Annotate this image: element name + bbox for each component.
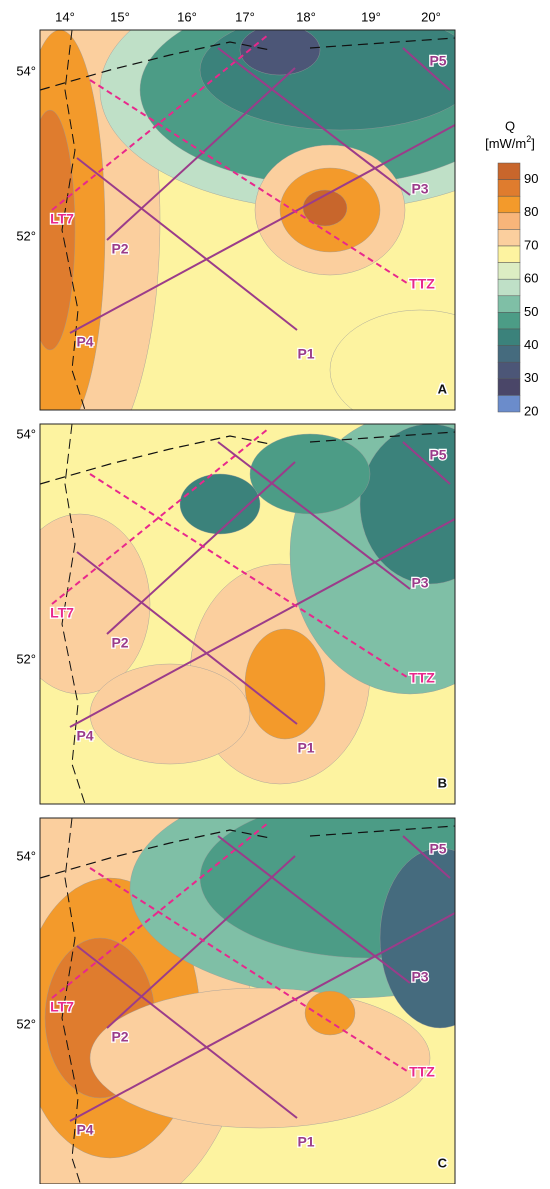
latitude-label: 52° [16, 228, 36, 243]
profile-label: P4 [76, 1122, 93, 1138]
profile-label: LT7 [50, 999, 74, 1015]
legend-unit-part: [mW/m [485, 136, 526, 151]
profile-label: P4 [76, 334, 93, 350]
heat-flow-contour [305, 991, 355, 1035]
profile-label: P5 [429, 53, 446, 69]
legend-swatch [498, 329, 520, 346]
panel-letter: A [438, 381, 448, 396]
heat-flow-contour [200, 10, 480, 130]
legend-swatch [498, 279, 520, 296]
legend-swatch [498, 395, 520, 412]
legend-swatch [498, 213, 520, 230]
legend-label: 40 [524, 337, 538, 352]
heat-flow-contour [245, 629, 325, 739]
heat-flow-contour [330, 310, 510, 430]
legend-label: 30 [524, 370, 538, 385]
latitude-label: 54° [16, 426, 36, 441]
longitude-label: 20° [421, 9, 441, 24]
profile-label: TTZ [409, 670, 435, 686]
latitude-label: 52° [16, 651, 36, 666]
panel-letter: B [438, 775, 447, 790]
latitude-label: 54° [16, 848, 36, 863]
profile-label: P3 [411, 969, 428, 985]
legend-swatch [498, 346, 520, 363]
profile-label: P5 [429, 447, 446, 463]
legend-swatch [498, 312, 520, 329]
legend-swatch [498, 246, 520, 263]
legend-swatch [498, 229, 520, 246]
heat-flow-contour [380, 848, 500, 1028]
profile-label: P2 [111, 241, 128, 257]
legend-label: 20 [524, 403, 538, 418]
profile-label: P5 [429, 841, 446, 857]
heat-flow-contour [250, 434, 370, 514]
profile-label: P4 [76, 728, 93, 744]
legend-swatch [498, 296, 520, 313]
profile-label: P3 [411, 181, 428, 197]
legend-label: 70 [524, 237, 538, 252]
profile-label: TTZ [409, 1064, 435, 1080]
longitude-label: 19° [361, 9, 381, 24]
legend-unit-part: ] [531, 136, 535, 151]
longitude-label: 16° [177, 9, 197, 24]
profile-label: LT7 [50, 605, 74, 621]
legend-label: 60 [524, 271, 538, 286]
profile-label: P1 [297, 1134, 314, 1150]
longitude-label: 17° [235, 9, 255, 24]
latitude-label: 52° [16, 1016, 36, 1031]
heat-flow-contour [90, 664, 250, 764]
legend-swatch [498, 196, 520, 213]
longitude-label: 15° [110, 9, 130, 24]
legend-unit: [mW/m2] [485, 134, 535, 151]
legend-label: 50 [524, 304, 538, 319]
figure: 14° 15° 16° 17° 18° 19° 20° LT7 P2 P4 P1 TTZ P3 P5 A 54… [0, 0, 550, 1184]
profile-label: P1 [297, 740, 314, 756]
legend-label: 80 [524, 204, 538, 219]
map-panel: LT7 P2 P4 P1 TTZ P3 P5 A [0, 0, 550, 480]
profile-label: TTZ [409, 276, 435, 292]
longitude-label: 14° [55, 9, 75, 24]
latitude-label: 54° [16, 63, 36, 78]
legend-swatch [498, 263, 520, 280]
profile-label: P2 [111, 635, 128, 651]
map-panel: LT7 P2 P4 P1 TTZ P3 P5 B [10, 414, 530, 804]
legend-swatch [498, 379, 520, 396]
heat-flow-contour [200, 798, 540, 958]
profile-label: P2 [111, 1029, 128, 1045]
map-panel: LT7 P2 P4 P1 TTZ P3 P5 C [0, 778, 550, 1184]
profile-label: P1 [297, 346, 314, 362]
legend-label: 90 [524, 171, 538, 186]
heat-flow-contour [90, 988, 430, 1128]
legend-title: Q [505, 118, 515, 133]
heat-flow-contour [10, 514, 150, 694]
legend-swatch [498, 180, 520, 197]
longitude-label: 18° [296, 9, 316, 24]
profile-label: P3 [411, 575, 428, 591]
legend-swatch [498, 362, 520, 379]
panel-letter: C [438, 1155, 448, 1170]
legend-swatch [498, 163, 520, 180]
heat-flow-contour [240, 25, 320, 75]
profile-label: LT7 [50, 211, 74, 227]
